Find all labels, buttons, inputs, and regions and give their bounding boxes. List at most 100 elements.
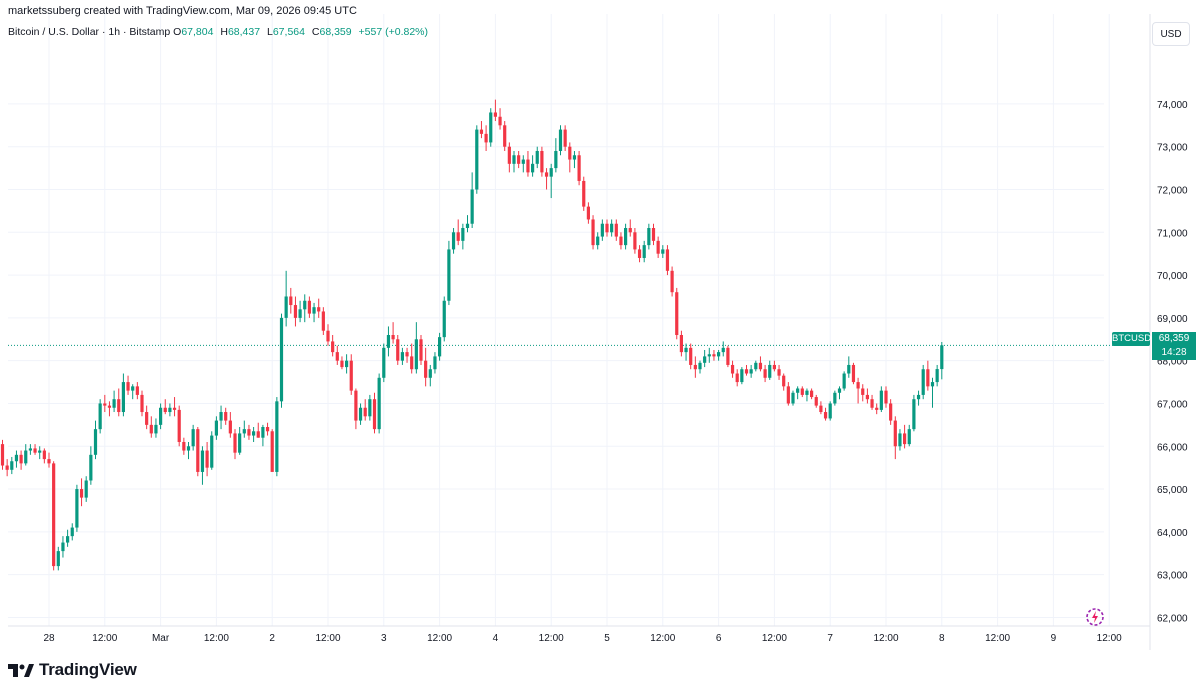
candle <box>703 349 707 368</box>
candle <box>386 326 391 357</box>
candle <box>400 347 404 365</box>
candle <box>372 392 377 434</box>
candle <box>303 294 307 323</box>
y-tick-label: 64,000 <box>1157 528 1188 539</box>
candle <box>758 356 763 372</box>
candle <box>70 523 74 541</box>
candle-body <box>117 399 121 413</box>
candle <box>814 394 818 408</box>
candle <box>391 322 395 344</box>
candle-body <box>210 435 214 468</box>
candle <box>698 360 702 374</box>
y-tick-label: 63,000 <box>1157 571 1188 582</box>
candle <box>661 245 665 258</box>
candle <box>438 332 442 361</box>
candle-body <box>107 405 112 408</box>
candle <box>791 390 795 406</box>
candle-body <box>349 360 353 391</box>
candle-body <box>307 300 311 314</box>
candle-body <box>442 300 446 338</box>
candle-body <box>791 392 795 404</box>
replay-icon[interactable] <box>1085 607 1105 627</box>
candle-body <box>321 311 325 331</box>
candle-body <box>479 129 484 134</box>
candle <box>526 150 530 177</box>
open-label: O <box>173 26 182 38</box>
candle-body <box>172 407 177 410</box>
currency-button[interactable]: USD <box>1152 22 1190 46</box>
candle <box>763 364 767 383</box>
candle-body <box>47 459 51 464</box>
candle-body <box>372 399 377 430</box>
tradingview-logo[interactable]: TradingView <box>8 660 137 680</box>
candle-body <box>651 228 656 241</box>
candle <box>84 476 88 502</box>
candle <box>833 390 837 406</box>
candle <box>247 424 251 440</box>
candle-body <box>377 377 381 430</box>
candle-body <box>735 373 739 383</box>
candle-body <box>926 369 930 387</box>
candle <box>28 444 32 455</box>
candle <box>651 223 656 246</box>
candle-body <box>391 335 395 340</box>
candle <box>98 399 102 434</box>
x-tick-label: 12:00 <box>873 633 898 644</box>
candle <box>200 446 205 485</box>
candle <box>447 240 451 306</box>
candle <box>768 360 772 380</box>
candle-body <box>554 150 558 169</box>
candle <box>89 446 93 485</box>
candle-body <box>898 433 902 447</box>
candle-body <box>814 397 818 406</box>
candle <box>740 367 744 385</box>
candle <box>810 388 814 400</box>
instrument-label: Bitcoin / U.S. Dollar · 1h · Bitstamp <box>8 26 171 38</box>
candle-body <box>517 155 521 164</box>
candle-body <box>182 441 186 451</box>
candle-body <box>484 133 488 143</box>
candle-body <box>205 450 209 468</box>
candle-body <box>433 356 437 370</box>
candle <box>865 388 869 404</box>
candle <box>191 424 195 451</box>
candle-body <box>303 300 307 310</box>
candle <box>665 245 670 276</box>
symbol-price-tag: BTCUSD <box>1112 332 1152 346</box>
candle <box>456 219 460 246</box>
candle <box>535 146 539 169</box>
candle <box>712 349 716 361</box>
candle <box>317 298 321 318</box>
candle <box>289 287 293 314</box>
candle <box>605 219 609 237</box>
candle-body <box>293 305 298 318</box>
candle-body <box>912 399 916 430</box>
candle-body <box>842 373 846 389</box>
candle <box>307 296 311 318</box>
close-label: C <box>311 26 320 38</box>
candle-body <box>256 431 260 438</box>
time-axis: 28 12:00 Mar 12:00 2 12:00 3 12:00 4 12:00 5 12:00 6… <box>8 625 1150 644</box>
candle <box>800 386 804 398</box>
candle <box>893 416 897 460</box>
candle <box>52 461 56 571</box>
candle-body <box>456 232 460 241</box>
candle-body <box>470 189 474 224</box>
candle <box>689 343 693 370</box>
candle-body <box>940 345 944 370</box>
candle-body <box>800 388 804 395</box>
candle-body <box>921 369 925 395</box>
price-axis: 62,000 63,000 64,000 65,000 66,000 67,000 68,0… <box>1149 14 1188 650</box>
candle-body <box>312 307 316 314</box>
candle <box>470 172 474 229</box>
candle <box>540 146 544 177</box>
candle-body <box>847 364 851 374</box>
candle <box>577 150 581 186</box>
candle <box>531 155 535 177</box>
candle-body <box>289 296 293 306</box>
candle <box>465 215 470 233</box>
candle <box>484 125 488 151</box>
candle <box>675 287 679 340</box>
low-label: L <box>267 26 273 38</box>
